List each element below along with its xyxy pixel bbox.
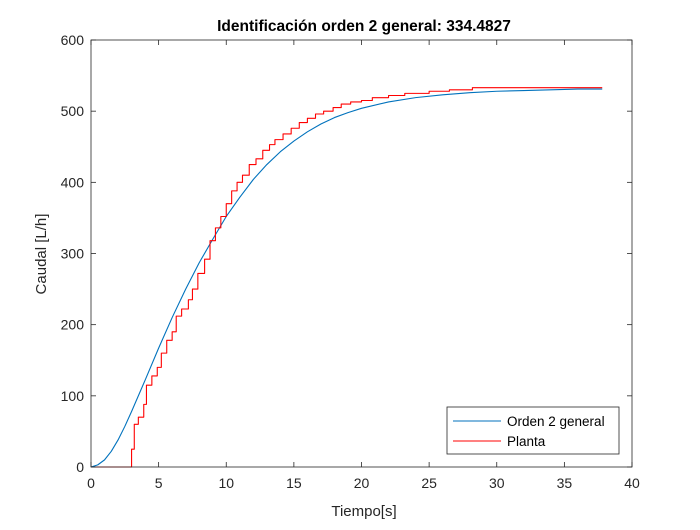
y-tick-label: 300 xyxy=(61,246,85,262)
y-tick-label: 400 xyxy=(61,174,85,190)
legend-label-orden-2-general: Orden 2 general xyxy=(507,414,605,429)
chart-title: Identificación orden 2 general: 334.4827 xyxy=(217,18,511,35)
x-tick-label: 25 xyxy=(421,475,437,491)
plot-area xyxy=(91,40,632,467)
x-tick-label: 10 xyxy=(218,475,234,491)
series-line-orden-2-general xyxy=(90,88,603,468)
legend-label-planta: Planta xyxy=(507,434,546,449)
y-tick-label: 600 xyxy=(61,32,85,48)
y-tick-label: 100 xyxy=(61,388,85,404)
x-tick-label: 5 xyxy=(155,475,163,491)
x-axis-label: Tiempo[s] xyxy=(331,503,396,520)
y-tick-label: 200 xyxy=(61,317,85,333)
x-tick-label: 20 xyxy=(354,475,370,491)
x-tick-label: 35 xyxy=(557,475,573,491)
y-axis-label: Caudal [L/h] xyxy=(33,214,50,295)
series-line-planta xyxy=(91,87,603,468)
x-tick-label: 0 xyxy=(87,475,95,491)
legend-box xyxy=(446,406,620,455)
x-tick-label: 15 xyxy=(286,475,302,491)
y-tick-label: 500 xyxy=(61,103,85,119)
x-tick-label: 40 xyxy=(624,475,640,491)
y-tick-label: 0 xyxy=(76,459,84,475)
x-tick-label: 30 xyxy=(489,475,505,491)
series-layer xyxy=(90,87,603,468)
legend: Orden 2 general Planta xyxy=(446,406,620,455)
